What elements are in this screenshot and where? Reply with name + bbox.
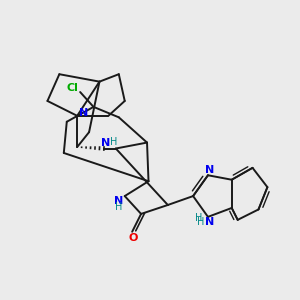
Text: Cl: Cl: [67, 82, 79, 93]
Text: N: N: [114, 196, 123, 206]
Text: H: H: [197, 217, 204, 227]
Text: H: H: [115, 202, 122, 212]
Text: N: N: [205, 165, 214, 175]
Text: H: H: [110, 137, 117, 147]
Text: O: O: [128, 233, 138, 243]
Text: H: H: [195, 213, 203, 224]
Text: N: N: [79, 108, 88, 118]
Text: N: N: [205, 217, 214, 227]
Text: N: N: [101, 138, 110, 148]
